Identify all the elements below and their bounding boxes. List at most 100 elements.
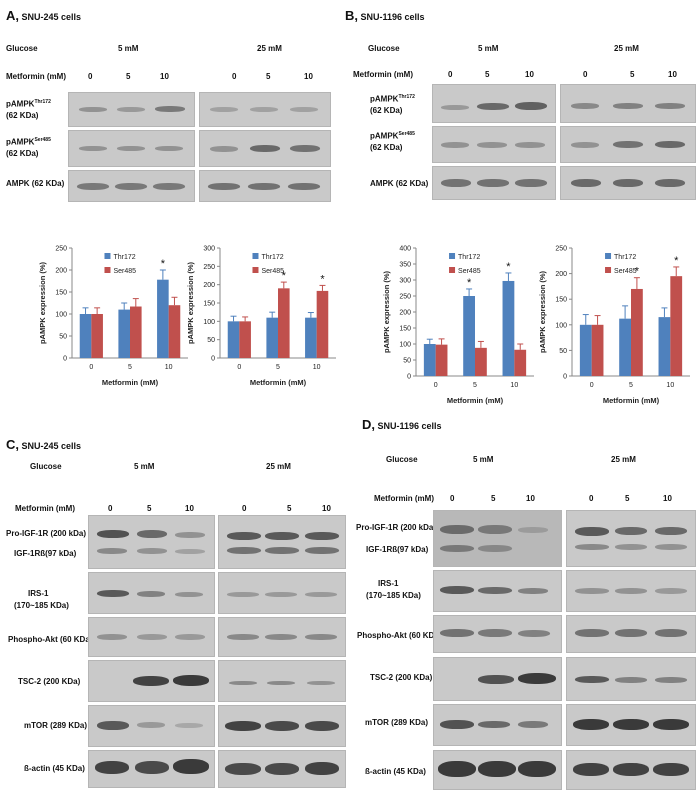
c-mtor-label: mTOR (289 KDa) (24, 721, 87, 730)
panel-b-letter: B, (345, 8, 358, 23)
panel-a-cells: SNU-245 cells (21, 12, 82, 22)
blot-d-5mm-irs (433, 570, 562, 612)
y-tick-label: 0 (563, 374, 567, 381)
legend-swatch-ser485 (605, 267, 612, 273)
c-akt-label: Phospho-Akt (60 KDa) (8, 635, 93, 644)
panel-b-thr-kda: (62 KDa) (370, 106, 403, 115)
panel-b-glucose-5mm: 5 mM (478, 44, 499, 53)
panel-c-dose: 10 (185, 504, 194, 513)
bar-thr172 (266, 317, 278, 358)
blot-d-25mm-tsc (566, 657, 696, 701)
pampk-ser-kda: (62 KDa) (6, 149, 39, 158)
blot-c-25mm-akt (218, 617, 346, 657)
panel-a-glucose-5mm: 5 mM (118, 44, 139, 53)
x-tick-label: 5 (128, 364, 132, 371)
x-tick-label: 10 (510, 382, 518, 389)
panel-a-metformin-label: Metformin (mM) (6, 72, 66, 81)
blot-d-25mm-actin (566, 750, 696, 790)
blot-c-25mm-actin (218, 750, 346, 788)
panel-d-dose: 5 (491, 494, 496, 503)
legend-swatch-ser485 (252, 267, 259, 273)
legend-label-thr172: Thr172 (113, 254, 135, 261)
y-tick-label: 200 (203, 282, 215, 289)
blot-c-5mm-mtor (88, 705, 215, 747)
y-tick-label: 350 (399, 262, 411, 269)
y-tick-label: 50 (59, 334, 67, 341)
legend-label-ser485: Ser485 (614, 268, 637, 275)
bar-ser485 (168, 305, 181, 358)
blot-a-5mm-thr (68, 92, 195, 127)
panel-d-metformin-label: Metformin (mM) (374, 494, 434, 503)
blot-a-25mm-ampk (199, 170, 331, 202)
bar-thr172 (157, 279, 169, 358)
bar-ser485 (316, 290, 329, 358)
panel-a-dose: 10 (160, 72, 169, 81)
panel-d-cells: SNU-1196 cells (377, 421, 442, 431)
y-axis-label: pAMPK expression (%) (186, 261, 195, 344)
bar-ser485 (591, 324, 604, 376)
legend-swatch-thr172 (605, 253, 612, 259)
panel-b-dose: 0 (448, 70, 453, 79)
panel-b-cells: SNU-1196 cells (360, 12, 425, 22)
x-axis-label: Metformin (mM) (250, 378, 307, 387)
legend-label-thr172: Thr172 (614, 254, 636, 261)
x-tick-label: 0 (434, 382, 438, 389)
y-tick-label: 400 (399, 246, 411, 253)
panel-c-glucose-5mm: 5 mM (134, 462, 155, 471)
panel-c-glucose-25mm: 25 mM (266, 462, 291, 471)
y-tick-label: 100 (203, 319, 215, 326)
blot-c-5mm-igf (88, 515, 215, 569)
blot-b-5mm-ampk (432, 166, 556, 200)
bar-ser485 (239, 321, 251, 358)
d-proigf-label: Pro-IGF-1R (200 kDa) (356, 523, 437, 532)
bar-ser485 (91, 314, 103, 358)
blot-c-5mm-tsc (88, 660, 215, 702)
y-tick-label: 250 (399, 294, 411, 301)
blot-a-25mm-thr (199, 92, 331, 127)
blot-d-25mm-mtor (566, 704, 696, 746)
c-proigf-label: Pro-IGF-1R (200 kDa) (6, 529, 87, 538)
legend-swatch-ser485 (449, 267, 456, 273)
c-irs-label: IRS-1 (28, 589, 49, 598)
legend-label-ser485: Ser485 (458, 268, 481, 275)
panel-c-glucose-label: Glucose (30, 462, 62, 471)
panel-c-dose: 10 (322, 504, 331, 513)
d-irs-kda: (170~185 KDa) (366, 591, 421, 600)
y-tick-label: 50 (403, 358, 411, 365)
pampk-thr-label: pAMPKThr172 (6, 99, 51, 109)
x-tick-label: 10 (165, 364, 173, 371)
blot-a-25mm-ser (199, 130, 331, 167)
blot-b-5mm-ser (432, 126, 556, 163)
panel-d-dose: 10 (663, 494, 672, 503)
bar-ser485 (514, 349, 527, 376)
panel-a-dose: 5 (126, 72, 131, 81)
y-axis-label: pAMPK expression (%) (38, 261, 47, 344)
x-axis-label: Metformin (mM) (603, 396, 660, 405)
y-tick-label: 250 (55, 246, 67, 253)
significance-star: * (506, 261, 511, 273)
panel-c-dose: 0 (242, 504, 247, 513)
y-tick-label: 200 (399, 310, 411, 317)
blot-d-5mm-tsc (433, 657, 562, 701)
d-mtor-label: mTOR (289 KDa) (365, 718, 428, 727)
blot-c-25mm-mtor (218, 705, 346, 747)
significance-star: * (635, 266, 640, 278)
blot-d-25mm-igf (566, 510, 696, 567)
y-tick-label: 250 (203, 264, 215, 271)
panel-b-ser-label: pAMPKSer485 (370, 131, 415, 141)
panel-a-glucose-25mm: 25 mM (257, 44, 282, 53)
bar-ser485 (670, 276, 683, 376)
significance-star: * (282, 270, 287, 282)
bar-chart-a-25mm: 0 50 100 150 200 250 300 pAMPK expression (%) 0 *… (186, 246, 336, 387)
panel-a-letter: A, (6, 8, 19, 23)
blot-d-5mm-mtor (433, 704, 562, 746)
blot-a-5mm-ser (68, 130, 195, 167)
blot-c-25mm-igf (218, 515, 346, 569)
bar-thr172 (423, 344, 436, 376)
d-irs-label: IRS-1 (378, 579, 399, 588)
bar-chart-b-25mm: 0 50 100 150 200 250 pAMPK expression (%) 0 * 5 * 1… (538, 246, 690, 405)
panel-a-dose: 0 (232, 72, 237, 81)
panel-d-dose: 10 (526, 494, 535, 503)
legend-label-thr172: Thr172 (261, 254, 283, 261)
